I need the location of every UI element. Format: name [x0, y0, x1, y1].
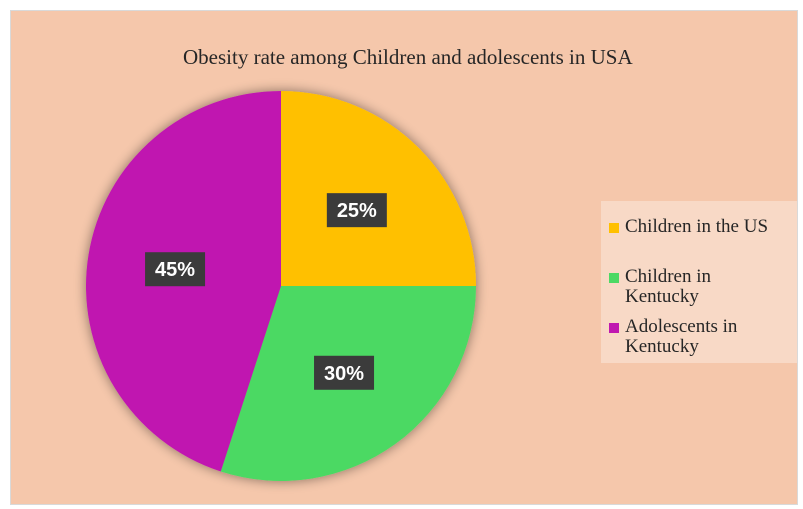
pie-slice-1: [281, 91, 476, 286]
legend-swatch: [609, 273, 619, 283]
data-label-box-3: [145, 252, 206, 287]
data-label-box-2: [314, 355, 375, 390]
data-label-1: 25%: [337, 200, 377, 222]
legend-swatch: [609, 223, 619, 233]
legend-label: Adolescents in Kentucky: [625, 316, 738, 357]
data-label-3: 45%: [155, 259, 195, 281]
chart-title: Obesity rate among Children and adolesce…: [183, 45, 633, 69]
chart-area: Obesity rate among Children and adolesce…: [10, 10, 798, 505]
pie-chart: 25% 30% 45%: [85, 91, 476, 481]
legend-swatch: [609, 323, 619, 333]
legend-label: Children in Kentucky: [625, 266, 712, 307]
legend-label: Children in the US: [625, 216, 769, 237]
data-label-2: 30%: [324, 363, 364, 385]
legend: Children in the US Children in Kentucky Ad…: [601, 201, 797, 363]
data-label-box-1: [326, 193, 387, 228]
